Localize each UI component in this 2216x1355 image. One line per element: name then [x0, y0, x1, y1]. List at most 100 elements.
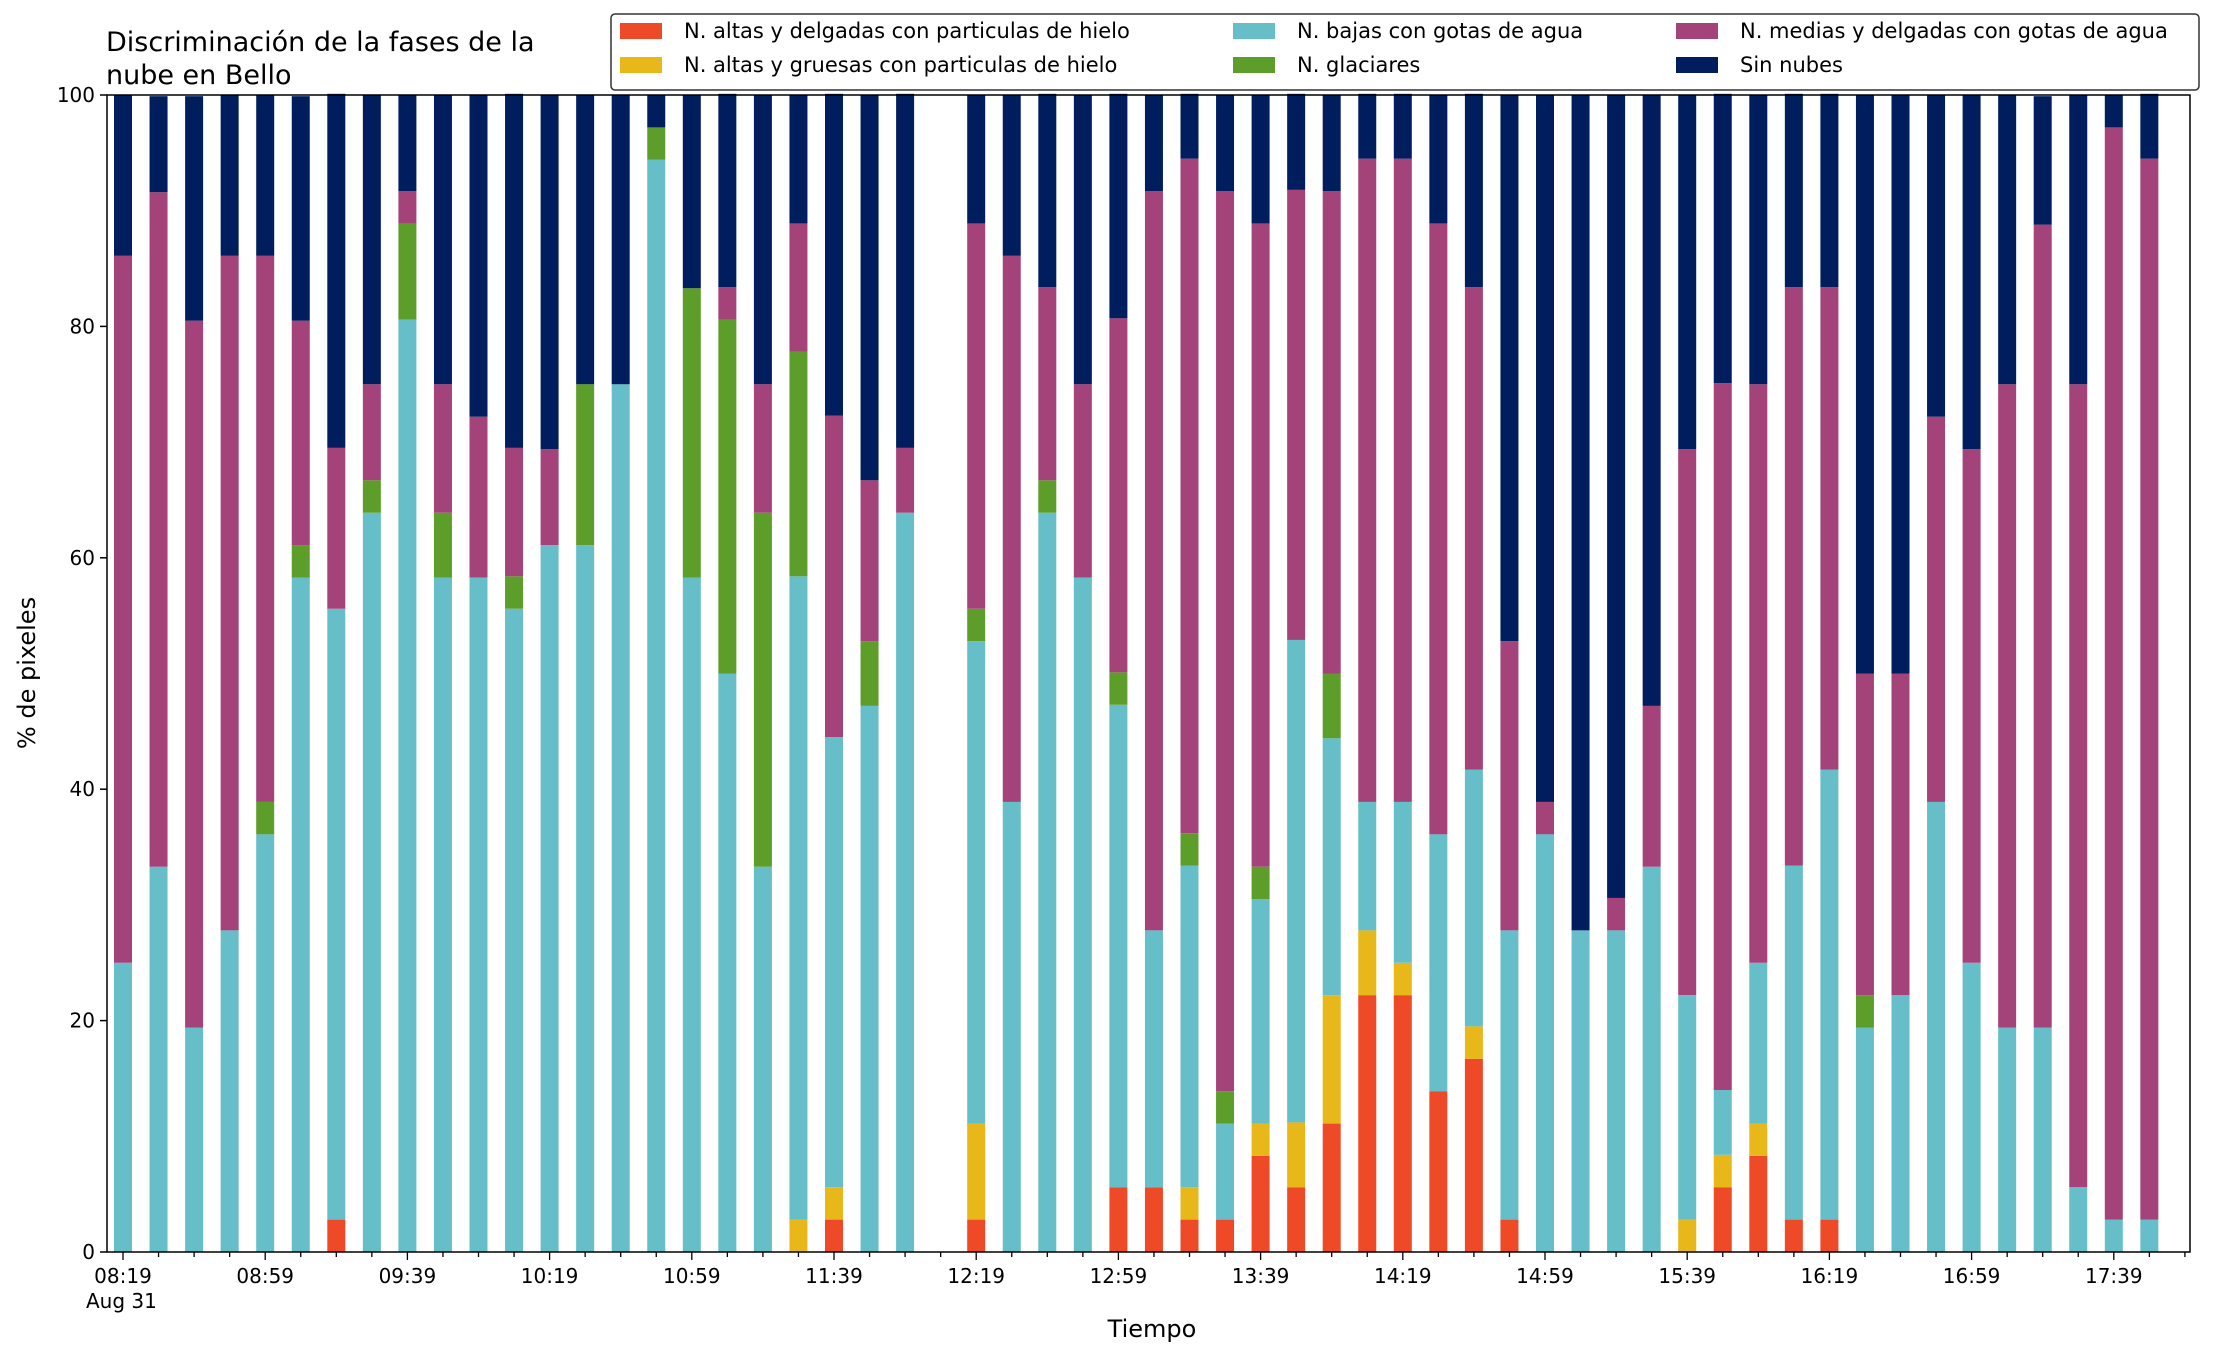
bar-segment-4-1 — [149, 192, 168, 867]
bar-segment-1-34 — [1322, 995, 1341, 1124]
bar-segment-3-8 — [398, 223, 417, 320]
bar-segment-5-40 — [1536, 95, 1554, 802]
bar-segment-1-19 — [789, 1219, 808, 1252]
legend-label-0: N. altas y delgadas con particulas de hi… — [684, 19, 1130, 43]
bar-segment-5-56 — [2104, 95, 2123, 128]
bar-segment-4-27 — [1073, 384, 1092, 578]
bar-segment-1-38 — [1464, 1026, 1483, 1059]
bar-segment-0-45 — [1713, 1187, 1732, 1252]
bar-segment-4-48 — [1820, 287, 1839, 770]
bar-segment-2-36 — [1393, 801, 1412, 963]
legend-label-1: N. altas y gruesas con particulas de hie… — [684, 53, 1117, 77]
bar-segment-1-36 — [1393, 962, 1412, 996]
bar-segment-1-32 — [1251, 1123, 1270, 1156]
bar-segment-2-28 — [1109, 704, 1128, 1188]
bar-segment-4-38 — [1464, 287, 1483, 770]
bar-segment-5-0 — [114, 95, 132, 256]
bar-segment-4-35 — [1358, 158, 1377, 802]
bar-segment-1-20 — [825, 1187, 843, 1220]
bar-segment-4-11 — [505, 447, 524, 577]
bar-segment-0-32 — [1251, 1155, 1270, 1252]
bar-segment-2-11 — [505, 608, 524, 1252]
bar-segment-3-9 — [433, 512, 452, 578]
bar-segment-4-45 — [1713, 383, 1732, 1091]
bar-segment-5-54 — [2033, 96, 2052, 225]
bar-segment-5-16 — [682, 95, 701, 289]
bar-segment-0-20 — [825, 1219, 843, 1252]
x-tick-label-48: 16:19 — [1801, 1264, 1859, 1288]
bar-segment-2-12 — [540, 545, 559, 1252]
bar-segment-2-38 — [1464, 769, 1483, 1027]
bar-segment-2-40 — [1536, 834, 1554, 1252]
y-tick-label-0: 0 — [82, 1240, 95, 1264]
bar-segment-5-33 — [1287, 93, 1306, 190]
bar-segment-5-27 — [1073, 95, 1092, 385]
bar-segment-2-1 — [149, 866, 168, 1252]
legend-frame — [610, 13, 2200, 91]
bar-segment-4-40 — [1536, 801, 1554, 835]
chart-title-line-2: nube en Bello — [106, 60, 292, 91]
bar-segment-4-21 — [860, 480, 879, 642]
bar-segment-5-4 — [256, 95, 275, 256]
bar-segment-5-9 — [433, 95, 452, 385]
bar-segment-0-35 — [1358, 995, 1377, 1252]
bar-segment-2-27 — [1073, 577, 1092, 1252]
bar-segment-1-24 — [967, 1123, 986, 1220]
bar-segment-4-0 — [114, 255, 132, 963]
bar-segment-2-42 — [1607, 930, 1626, 1252]
bar-segment-4-53 — [1998, 384, 2017, 1028]
legend-label-3: N. glaciares — [1297, 53, 1420, 77]
bar-segment-2-6 — [327, 608, 346, 1220]
bar-segment-3-21 — [860, 641, 879, 706]
x-tick-label-4: 08:59 — [236, 1264, 294, 1288]
bar-segment-4-2 — [185, 320, 204, 1028]
bar-segment-2-46 — [1749, 962, 1768, 1124]
bar-segment-0-30 — [1180, 1219, 1199, 1252]
bar-segment-5-51 — [1927, 95, 1946, 417]
bar-segment-5-8 — [398, 95, 417, 192]
bar-segment-5-29 — [1144, 95, 1163, 192]
bar-segment-4-12 — [540, 449, 559, 546]
bar-segment-5-18 — [753, 95, 772, 385]
bar-segment-2-51 — [1927, 801, 1946, 1252]
bar-segment-3-7 — [362, 480, 381, 513]
bar-segment-2-50 — [1891, 995, 1910, 1252]
bar-segment-2-5 — [291, 577, 310, 1252]
bar-segment-2-37 — [1429, 834, 1448, 1092]
bar-segment-3-31 — [1216, 1091, 1235, 1124]
y-tick-label-4: 80 — [70, 314, 95, 338]
bar-segment-5-25 — [1002, 95, 1021, 256]
bar-segment-2-17 — [718, 673, 737, 1252]
bar-segment-0-37 — [1429, 1091, 1448, 1252]
y-tick-label-2: 40 — [70, 777, 95, 801]
bar-segment-3-15 — [647, 127, 666, 160]
bar-segment-5-47 — [1784, 93, 1803, 288]
bar-segment-4-54 — [2033, 224, 2052, 1028]
bar-segment-3-16 — [682, 288, 701, 578]
legend-swatch-1 — [620, 57, 662, 73]
bar-segment-3-4 — [256, 801, 275, 835]
bar-segment-2-45 — [1713, 1090, 1732, 1155]
bar-segment-1-46 — [1749, 1123, 1768, 1156]
chart-title-line-1: Discriminación de la fases de la — [106, 27, 535, 58]
bar-segment-3-17 — [718, 319, 737, 674]
bar-segment-3-13 — [576, 384, 595, 546]
bar-segment-2-56 — [2104, 1219, 2123, 1252]
bar-segment-4-10 — [469, 416, 488, 578]
bar-segment-4-51 — [1927, 416, 1946, 802]
bar-segment-0-29 — [1144, 1187, 1163, 1252]
bar-segment-5-14 — [611, 95, 630, 385]
bar-segment-5-41 — [1571, 95, 1590, 931]
bar-segment-0-6 — [327, 1219, 346, 1252]
legend-label-4: N. medias y delgadas con gotas de agua — [1740, 19, 2168, 43]
x-tick-label-16: 10:59 — [663, 1264, 721, 1288]
bar-segment-2-32 — [1251, 899, 1270, 1124]
y-tick-label-5: 100 — [57, 83, 95, 107]
bar-segment-1-44 — [1678, 1219, 1697, 1252]
bar-segment-5-26 — [1038, 93, 1057, 288]
bar-segment-4-19 — [789, 223, 808, 352]
bar-segment-2-16 — [682, 577, 701, 1252]
bar-segment-4-5 — [291, 320, 310, 546]
bar-segment-2-0 — [114, 962, 132, 1252]
bar-segment-2-21 — [860, 705, 879, 1252]
